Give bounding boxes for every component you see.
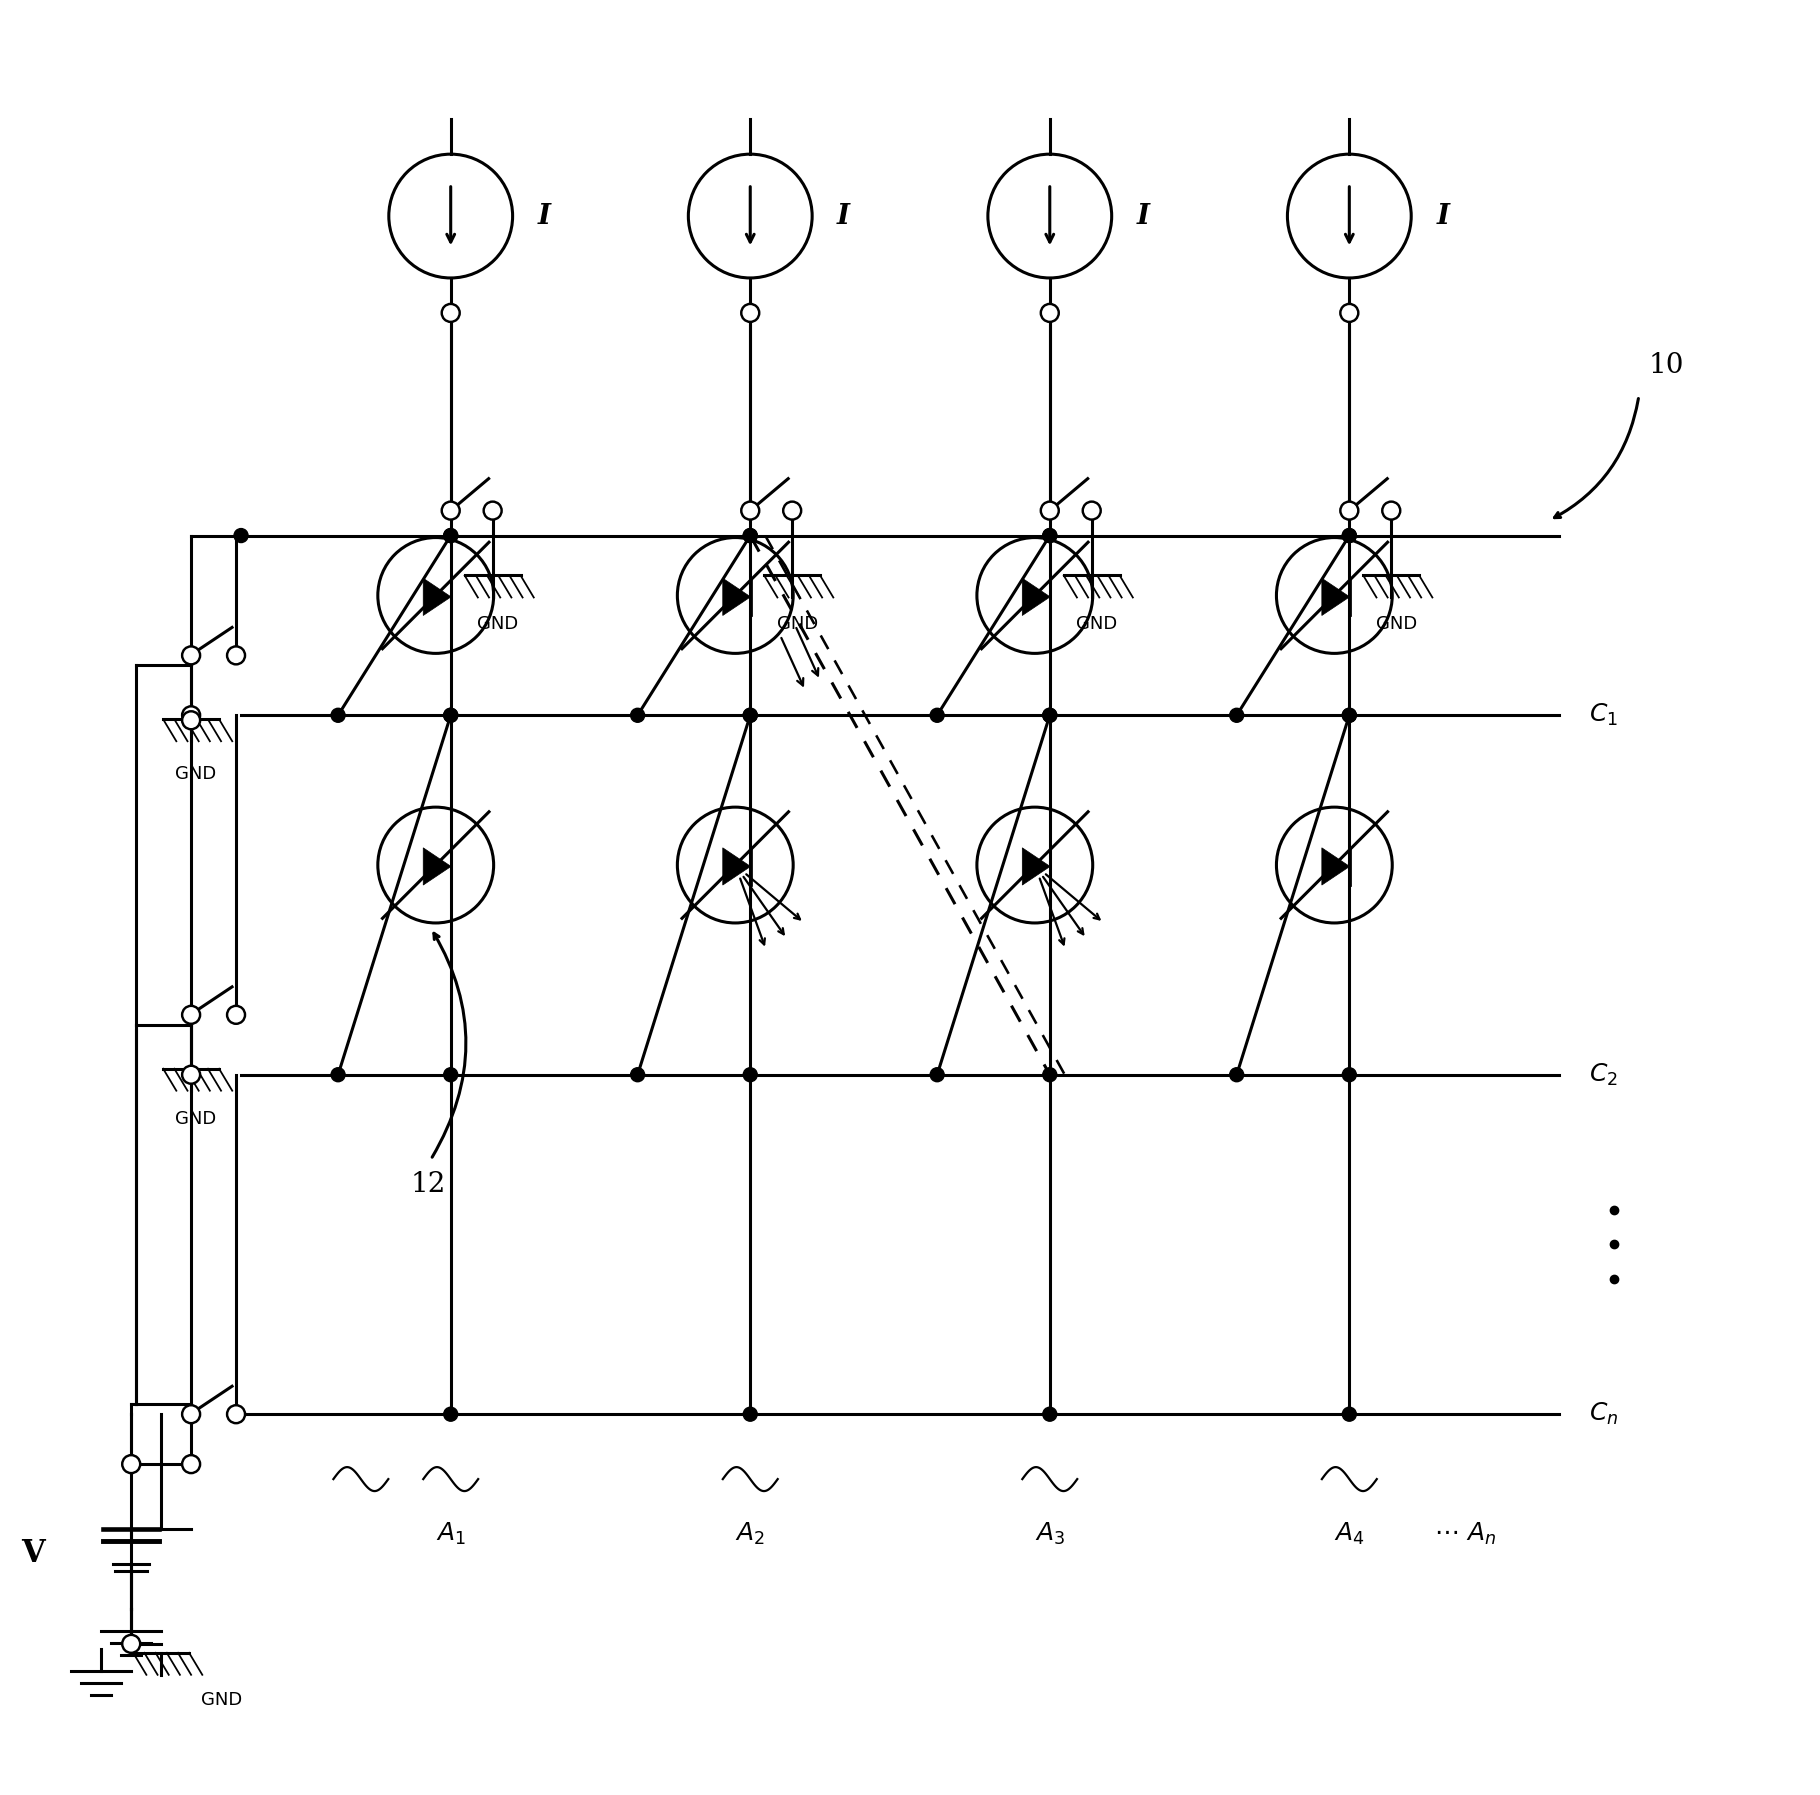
Circle shape <box>632 709 644 722</box>
Circle shape <box>1043 528 1057 542</box>
Text: GND: GND <box>175 1109 217 1127</box>
Circle shape <box>1343 1407 1356 1422</box>
Circle shape <box>182 1405 200 1423</box>
Circle shape <box>228 1405 246 1423</box>
Circle shape <box>1230 1068 1243 1082</box>
Circle shape <box>182 1005 200 1023</box>
Circle shape <box>235 528 248 542</box>
Text: $A_{2}$: $A_{2}$ <box>735 1520 764 1547</box>
Circle shape <box>741 303 759 321</box>
Circle shape <box>444 709 457 722</box>
Circle shape <box>484 501 502 519</box>
Polygon shape <box>1023 578 1050 616</box>
Circle shape <box>122 1456 140 1474</box>
Circle shape <box>444 1407 457 1422</box>
Circle shape <box>228 1005 246 1023</box>
Circle shape <box>182 1456 200 1474</box>
Text: $A_{4}$: $A_{4}$ <box>1334 1520 1365 1547</box>
Text: GND: GND <box>777 616 817 634</box>
Text: I: I <box>837 203 850 230</box>
Circle shape <box>444 1068 457 1082</box>
Text: $C_{n}$: $C_{n}$ <box>1589 1402 1618 1427</box>
Circle shape <box>182 646 200 664</box>
Circle shape <box>930 1068 945 1082</box>
Circle shape <box>228 646 246 664</box>
Circle shape <box>1343 528 1356 542</box>
Circle shape <box>182 705 200 723</box>
Text: $A_{3}$: $A_{3}$ <box>1036 1520 1065 1547</box>
Circle shape <box>122 1635 140 1653</box>
Polygon shape <box>1321 578 1350 616</box>
Polygon shape <box>723 847 750 885</box>
Text: $\cdots\ A_n$: $\cdots\ A_n$ <box>1434 1520 1496 1547</box>
Text: GND: GND <box>1376 616 1418 634</box>
Circle shape <box>442 303 460 321</box>
Text: GND: GND <box>175 765 217 783</box>
Circle shape <box>743 1407 757 1422</box>
Circle shape <box>1043 709 1057 722</box>
Text: GND: GND <box>477 616 519 634</box>
Text: GND: GND <box>1076 616 1117 634</box>
Text: 12: 12 <box>411 1170 446 1197</box>
Circle shape <box>1343 709 1356 722</box>
Text: $C_{2}$: $C_{2}$ <box>1589 1061 1618 1088</box>
Circle shape <box>1343 1068 1356 1082</box>
Circle shape <box>1041 303 1059 321</box>
Polygon shape <box>723 578 750 616</box>
Circle shape <box>743 1068 757 1082</box>
Text: $A_{1}$: $A_{1}$ <box>435 1520 466 1547</box>
Text: V: V <box>22 1538 46 1569</box>
Circle shape <box>1343 709 1356 722</box>
Circle shape <box>182 711 200 729</box>
Circle shape <box>444 709 457 722</box>
Polygon shape <box>424 578 451 616</box>
Text: I: I <box>537 203 551 230</box>
Circle shape <box>331 709 346 722</box>
Polygon shape <box>1321 847 1350 885</box>
Circle shape <box>442 501 460 519</box>
Circle shape <box>1043 528 1057 542</box>
Circle shape <box>1043 1068 1057 1082</box>
Circle shape <box>1230 709 1243 722</box>
Circle shape <box>444 528 457 542</box>
Circle shape <box>1083 501 1101 519</box>
Circle shape <box>1041 501 1059 519</box>
Polygon shape <box>1023 847 1050 885</box>
Text: 10: 10 <box>1649 352 1684 379</box>
Circle shape <box>331 1068 346 1082</box>
Text: I: I <box>1138 203 1150 230</box>
Circle shape <box>1340 303 1358 321</box>
Circle shape <box>783 501 801 519</box>
Circle shape <box>1043 709 1057 722</box>
Text: $C_{1}$: $C_{1}$ <box>1589 702 1618 729</box>
Circle shape <box>930 709 945 722</box>
Circle shape <box>1381 501 1400 519</box>
Circle shape <box>1340 501 1358 519</box>
Polygon shape <box>424 847 451 885</box>
Circle shape <box>632 1068 644 1082</box>
Circle shape <box>1043 1407 1057 1422</box>
Circle shape <box>743 709 757 722</box>
Circle shape <box>743 528 757 542</box>
Text: GND: GND <box>200 1691 242 1709</box>
Circle shape <box>444 528 457 542</box>
Circle shape <box>1343 528 1356 542</box>
Text: I: I <box>1436 203 1449 230</box>
Circle shape <box>743 528 757 542</box>
Circle shape <box>741 501 759 519</box>
Circle shape <box>743 709 757 722</box>
Circle shape <box>182 1066 200 1084</box>
